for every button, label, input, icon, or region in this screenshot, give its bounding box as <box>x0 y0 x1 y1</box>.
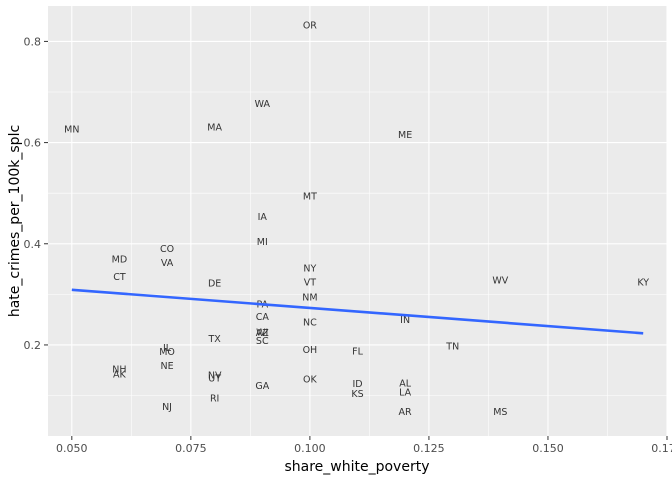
point-label-az: AZ <box>256 328 269 339</box>
point-label-ms: MS <box>493 407 507 418</box>
x-tick-label: 0.050 <box>56 442 88 455</box>
point-label-co: CO <box>160 244 174 255</box>
point-label-fl: FL <box>352 347 363 358</box>
point-label-va: VA <box>161 258 174 269</box>
point-label-ks: KS <box>351 389 363 400</box>
point-label-ky: KY <box>637 278 649 289</box>
trend-line-group <box>71 288 644 335</box>
point-label-in: IN <box>400 315 410 326</box>
point-label-ak: AK <box>113 369 126 380</box>
point-label-de: DE <box>208 279 221 290</box>
y-tick-label: 0.4 <box>24 238 42 251</box>
y-axis-ticks: 0.2 0.4 0.6 0.8 <box>24 35 48 352</box>
point-label-oh: OH <box>303 345 318 356</box>
point-label-wi: WI <box>256 327 268 338</box>
y-axis-title: hate_crimes_per_100k_splc <box>7 125 23 317</box>
point-label-mt: MT <box>303 192 317 203</box>
x-axis-ticks: 0.050 0.075 0.100 0.125 0.150 0.175 <box>56 436 672 455</box>
y-tick-label: 0.2 <box>24 339 42 352</box>
minor-gridlines <box>48 6 667 436</box>
point-label-ne: NE <box>160 361 173 372</box>
point-label-ny: NY <box>303 264 316 275</box>
y-tick-label: 0.8 <box>24 35 42 48</box>
x-tick-label: 0.125 <box>413 442 445 455</box>
point-label-nv: NV <box>208 370 222 381</box>
point-label-ut: UT <box>208 373 221 384</box>
y-tick-label: 0.6 <box>24 137 42 150</box>
point-label-ok: OK <box>303 374 317 385</box>
point-label-tx: TX <box>207 334 221 345</box>
point-label-ma: MA <box>207 122 222 133</box>
point-label-ia: IA <box>258 212 268 223</box>
point-label-mi: MI <box>257 237 268 248</box>
point-label-tn: TN <box>445 341 459 352</box>
point-label-or: OR <box>303 21 317 32</box>
major-gridlines <box>48 6 668 436</box>
point-label-nm: NM <box>302 292 317 303</box>
point-label-wv: WV <box>492 276 508 287</box>
point-label-sc: SC <box>256 336 269 347</box>
point-label-al: AL <box>399 378 411 389</box>
point-label-nh: NH <box>112 365 126 376</box>
point-label-nj: NJ <box>162 402 172 413</box>
point-label-mo: MO <box>159 347 175 358</box>
point-label-id: ID <box>352 379 362 390</box>
point-label-il: IL <box>163 343 172 354</box>
point-label-ga: GA <box>255 381 269 392</box>
x-tick-label: 0.075 <box>175 442 207 455</box>
point-label-la: LA <box>399 387 412 398</box>
x-tick-label: 0.175 <box>651 442 672 455</box>
point-label-ri: RI <box>210 394 219 405</box>
point-label-wa: WA <box>255 99 271 110</box>
x-tick-label: 0.150 <box>532 442 564 455</box>
point-label-vt: VT <box>304 278 316 289</box>
point-labels: ORWAMNMAMEMTIAMICOMDVANYCTWVKYVTDENMPACA… <box>64 21 649 418</box>
point-label-ca: CA <box>256 312 270 323</box>
plot-panel <box>48 6 667 436</box>
point-label-nc: NC <box>303 318 317 329</box>
point-label-ct: CT <box>113 272 126 283</box>
point-label-me: ME <box>398 130 412 141</box>
point-label-mn: MN <box>64 124 79 135</box>
trend-line <box>71 288 644 335</box>
point-label-ar: AR <box>399 407 412 418</box>
x-tick-label: 0.100 <box>294 442 326 455</box>
point-label-md: MD <box>112 254 128 265</box>
x-axis-title: share_white_poverty <box>284 459 429 475</box>
